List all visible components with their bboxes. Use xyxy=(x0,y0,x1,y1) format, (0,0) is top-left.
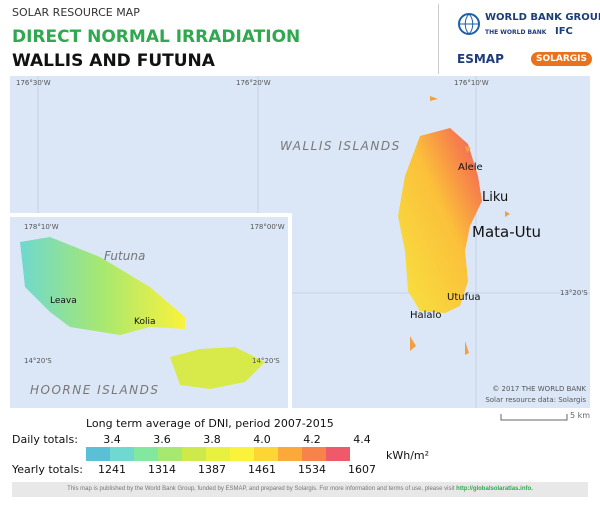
color-swatch xyxy=(86,447,110,461)
daily-tick-label: 3.6 xyxy=(153,433,171,446)
color-swatch xyxy=(302,447,326,461)
world-bank-globe-icon xyxy=(458,13,480,35)
futuna-island xyxy=(20,237,185,335)
wallis-island xyxy=(398,128,482,313)
city-label: Alele xyxy=(458,162,483,173)
color-swatch xyxy=(182,447,206,461)
color-scale xyxy=(86,447,350,461)
coord-label: 14°20'S xyxy=(252,357,280,365)
coord-label: 176°10'W xyxy=(454,79,489,87)
footer-text: This map is published by the World Bank … xyxy=(67,486,455,492)
alofi-island xyxy=(170,347,265,389)
color-swatch xyxy=(110,447,134,461)
inset-map xyxy=(20,237,265,389)
daily-tick-label: 4.0 xyxy=(253,433,271,446)
coord-label: 13°20'S xyxy=(560,289,588,297)
coord-label: 178°00'W xyxy=(250,223,285,231)
color-swatch xyxy=(230,447,254,461)
ifc-logo-text: IFC xyxy=(555,26,573,37)
color-swatch xyxy=(134,447,158,461)
coord-label: 176°30'W xyxy=(16,79,51,87)
futuna-inset: 178°10'W 178°00'W 14°20'S 14°20'S Futuna… xyxy=(10,213,292,408)
map-area: 176°30'W 176°20'W 176°10'W 13°20'S WALLI… xyxy=(10,76,590,408)
daily-tick-label: 4.2 xyxy=(303,433,321,446)
yearly-tick-label: 1534 xyxy=(298,463,326,476)
yearly-tick-label: 1387 xyxy=(198,463,226,476)
daily-tick-label: 3.8 xyxy=(203,433,221,446)
yearly-tick-label: 1461 xyxy=(248,463,276,476)
daily-tick-label: 3.4 xyxy=(103,433,121,446)
copyright: © 2017 THE WORLD BANK xyxy=(492,385,586,393)
wbg-logo-text: WORLD BANK GROUP xyxy=(485,12,600,23)
futuna-label: Futuna xyxy=(104,249,146,263)
map-title: DIRECT NORMAL IRRADIATION xyxy=(12,27,301,47)
color-swatch xyxy=(278,447,302,461)
color-swatch xyxy=(326,447,350,461)
map-subtitle: SOLAR RESOURCE MAP xyxy=(12,6,140,19)
wallis-islands-label: WALLIS ISLANDS xyxy=(280,139,401,153)
color-swatch xyxy=(254,447,278,461)
coord-label: 176°20'W xyxy=(236,79,271,87)
daily-tick-label: 4.4 xyxy=(353,433,371,446)
yearly-tick-label: 1314 xyxy=(148,463,176,476)
solargis-logo: SOLARGIS xyxy=(531,52,592,66)
yearly-tick-label: 1241 xyxy=(98,463,126,476)
wb-logo-text: THE WORLD BANK xyxy=(485,29,547,36)
region-title: WALLIS AND FUTUNA xyxy=(12,51,215,71)
hoorne-islands-label: HOORNE ISLANDS xyxy=(30,383,160,397)
esmap-logo: ESMAP xyxy=(457,52,504,66)
footer-link[interactable]: http://globalsolaratlas.info. xyxy=(456,486,533,492)
city-label: Halalo xyxy=(410,310,442,321)
city-label: Mata-Utu xyxy=(472,223,541,241)
unit-label: kWh/m² xyxy=(386,449,430,462)
city-label: Liku xyxy=(482,190,509,205)
scale-label: 5 km xyxy=(570,411,591,420)
yearly-totals-label: Yearly totals: xyxy=(12,463,83,476)
yearly-tick-label: 1607 xyxy=(348,463,376,476)
data-source: Solar resource data: Solargis xyxy=(485,396,586,404)
scale-bar xyxy=(500,414,568,421)
coord-label: 178°10'W xyxy=(24,223,59,231)
legend-title: Long term average of DNI, period 2007-20… xyxy=(86,417,334,430)
color-swatch xyxy=(158,447,182,461)
city-label: Utufua xyxy=(447,292,481,303)
city-label: Kolia xyxy=(134,317,156,327)
daily-totals-label: Daily totals: xyxy=(12,433,78,446)
color-swatch xyxy=(206,447,230,461)
city-label: Leava xyxy=(50,296,77,306)
footer: This map is published by the World Bank … xyxy=(12,482,588,497)
logos: WORLD BANK GROUP THE WORLD BANK IFC ESMA… xyxy=(438,4,600,74)
coord-label: 14°20'S xyxy=(24,357,52,365)
